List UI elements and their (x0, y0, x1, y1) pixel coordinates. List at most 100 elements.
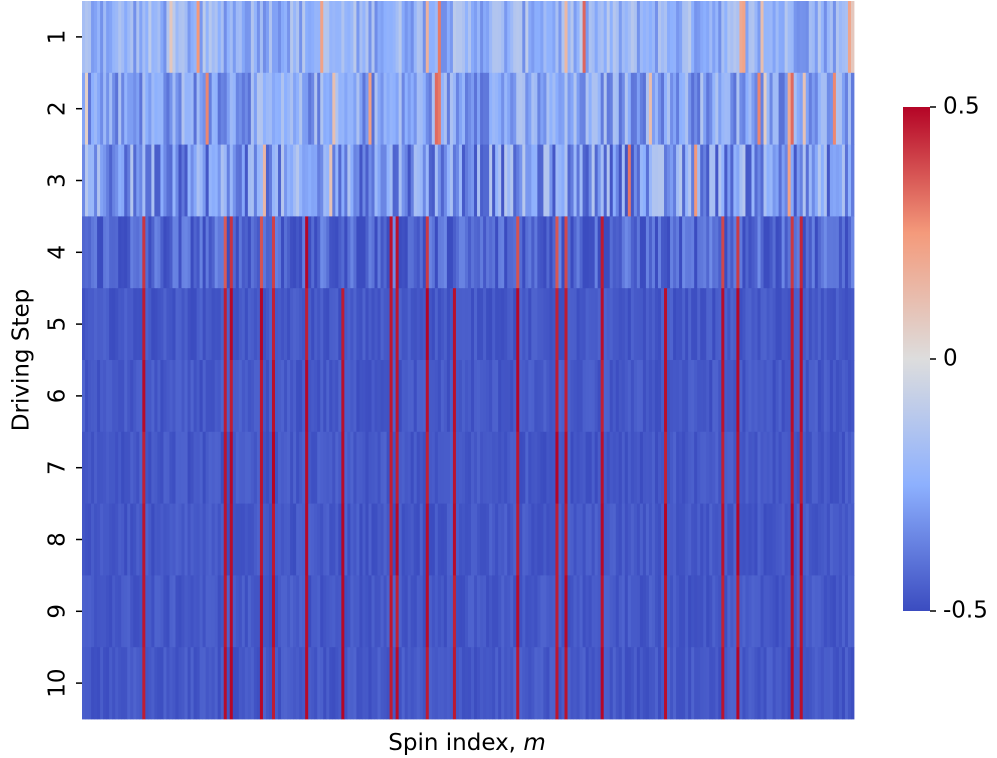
heatmap-cell (241, 144, 246, 217)
heatmap-cell (235, 144, 240, 217)
heatmap-cell (121, 503, 125, 576)
heatmap-cell (778, 144, 783, 217)
heatmap-cell (570, 288, 574, 361)
heatmap-cell (760, 1, 764, 74)
heatmap-cell (133, 575, 137, 648)
heatmap-cell (250, 288, 255, 361)
heatmap-cell (392, 503, 397, 576)
heatmap-cell (293, 647, 297, 720)
heatmap-cell (754, 431, 758, 504)
heatmap-cell (461, 431, 466, 504)
heatmap-cell (639, 360, 644, 433)
heatmap-cell (847, 72, 852, 145)
heatmap-cell (350, 216, 354, 289)
heatmap-cell (151, 1, 155, 74)
heatmap-cell (464, 431, 469, 504)
heatmap-cell (537, 72, 541, 145)
heatmap-cell (727, 360, 731, 433)
heatmap-cell (489, 1, 493, 74)
heatmap-cell (458, 72, 463, 145)
heatmap-cell (296, 647, 300, 720)
heatmap-cell (154, 503, 158, 576)
heatmap-cell (308, 360, 312, 433)
heatmap-cell (377, 288, 381, 361)
heatmap-cell (558, 1, 562, 74)
heatmap-cell (679, 431, 683, 504)
heatmap-cell (217, 288, 222, 361)
heatmap-cell (305, 360, 309, 433)
heatmap-cell (784, 503, 789, 576)
heatmap-cell (407, 216, 412, 289)
heatmap-cell (265, 1, 270, 74)
heatmap-cell (94, 647, 98, 720)
heatmap-cell (721, 360, 725, 433)
heatmap-cell (259, 144, 264, 217)
heatmap-cell (311, 647, 315, 720)
heatmap-cell (630, 288, 635, 361)
heatmap-cell (549, 72, 553, 145)
heatmap-cell (763, 360, 767, 433)
heatmap-cell (437, 288, 442, 361)
heatmap-cell (760, 575, 764, 648)
heatmap-cell (477, 431, 481, 504)
heatmap-cell (389, 288, 394, 361)
heatmap-cell (205, 360, 210, 433)
heatmap-cell (585, 503, 590, 576)
heatmap-cell (844, 216, 849, 289)
heatmap-cell (847, 503, 852, 576)
heatmap-cell (682, 288, 686, 361)
heatmap-cell (468, 72, 472, 145)
heatmap-cell (486, 216, 490, 289)
heatmap-cell (691, 503, 695, 576)
heatmap-cell (371, 216, 375, 289)
heatmap-cell (359, 647, 363, 720)
heatmap-cell (326, 503, 330, 576)
heatmap-cell (100, 503, 104, 576)
heatmap-cell (576, 360, 580, 433)
heatmap-cell (106, 288, 110, 361)
heatmap-cell (97, 575, 101, 648)
heatmap-cell (380, 503, 384, 576)
heatmap-cell (455, 647, 460, 720)
heatmap-cell (196, 72, 201, 145)
heatmap-cell (103, 431, 107, 504)
heatmap-cell (567, 216, 571, 289)
heatmap-cell (293, 72, 297, 145)
heatmap-cell (850, 647, 855, 720)
heatmap-cell (766, 503, 770, 576)
heatmap-cell (543, 360, 547, 433)
heatmap-cell (148, 431, 152, 504)
heatmap-cell (178, 503, 182, 576)
heatmap-cell (820, 503, 825, 576)
heatmap-cell (353, 216, 357, 289)
heatmap-cell (172, 360, 176, 433)
heatmap-cell (724, 144, 728, 217)
heatmap-cell (428, 360, 433, 433)
heatmap-cell (537, 503, 541, 576)
heatmap-cell (534, 288, 538, 361)
heatmap-cell (639, 72, 644, 145)
heatmap-cell (651, 503, 656, 576)
heatmap-cell (597, 575, 602, 648)
heatmap-cell (166, 503, 170, 576)
heatmap-cell (115, 144, 119, 217)
heatmap-cell (742, 503, 746, 576)
heatmap-cell (712, 288, 716, 361)
heatmap-cell (323, 360, 327, 433)
heatmap-cell (115, 360, 119, 433)
heatmap-cell (359, 288, 363, 361)
heatmap-cell (416, 503, 421, 576)
heatmap-cell (341, 647, 345, 720)
heatmap-cell (841, 503, 846, 576)
heatmap-cell (636, 503, 641, 576)
heatmap-cell (148, 360, 152, 433)
heatmap-cell (639, 288, 644, 361)
heatmap-cell (775, 288, 780, 361)
heatmap-cell (838, 1, 843, 74)
heatmap-cell (612, 431, 617, 504)
heatmap-cell (763, 1, 767, 74)
heatmap-cell (118, 431, 122, 504)
heatmap-cell (522, 72, 526, 145)
heatmap-cell (808, 144, 813, 217)
heatmap-cell (826, 575, 831, 648)
